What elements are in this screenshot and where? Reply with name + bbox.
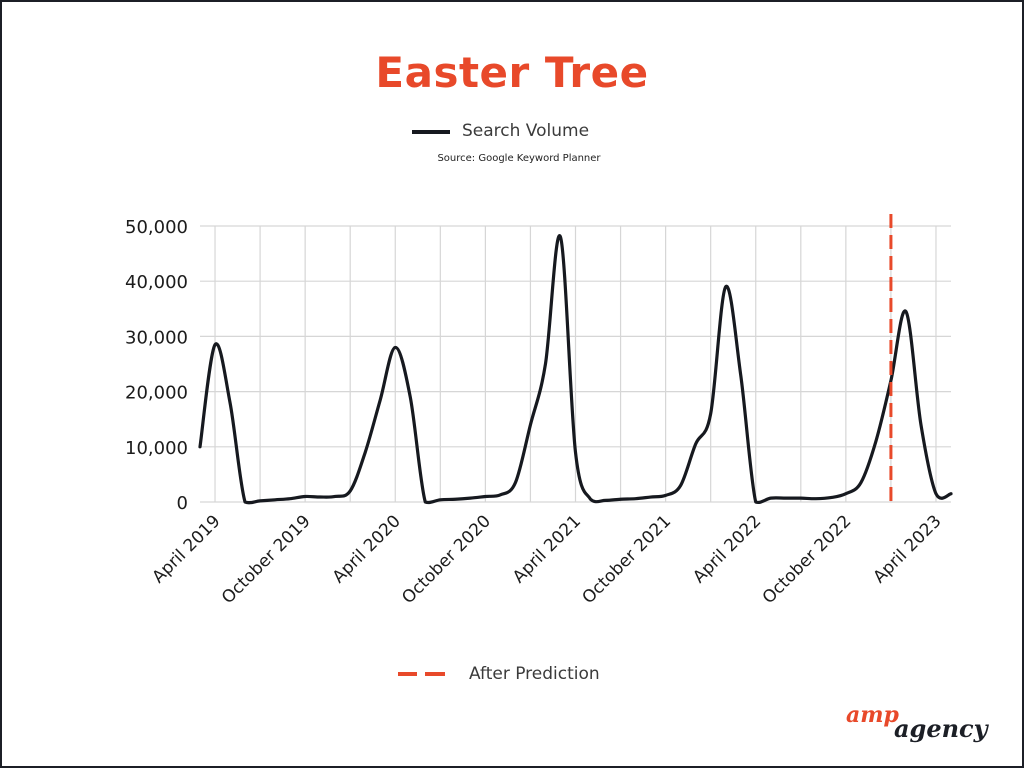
y-tick-label: 50,000: [125, 217, 188, 238]
x-tick-label: April 2023: [869, 511, 945, 587]
logo-agency-text: agency: [894, 714, 988, 743]
x-tick-label: October 2020: [398, 511, 495, 608]
legend-search-volume-label: Search Volume: [462, 121, 590, 141]
y-tick-label: 30,000: [125, 327, 188, 348]
legend-search-volume: Search Volume: [412, 121, 589, 141]
x-tick-label: April 2019: [149, 511, 225, 587]
y-tick-label: 10,000: [125, 438, 188, 459]
chart-subtitle: Source: Google Keyword Planner: [437, 153, 601, 164]
series-line-search-volume: [198, 234, 953, 505]
chart-title: Easter Tree: [375, 48, 649, 97]
amp-agency-logo: amp agency: [846, 702, 996, 746]
logo-amp-text: amp: [846, 702, 899, 728]
legend-dashed-swatch: [398, 672, 445, 676]
y-tick-label: 20,000: [125, 383, 188, 404]
legend-after-prediction: After Prediction: [398, 664, 600, 684]
x-tick-label: October 2019: [218, 511, 315, 608]
x-tick-label: October 2021: [578, 511, 675, 608]
x-tick-label: October 2022: [759, 511, 856, 608]
legend-after-prediction-label: After Prediction: [469, 664, 600, 684]
x-tick-label: April 2022: [689, 511, 765, 587]
legend-line-swatch: [412, 130, 450, 134]
x-tick-label: April 2021: [509, 511, 585, 587]
y-tick-label: 0: [177, 493, 188, 514]
y-tick-label: 40,000: [125, 272, 188, 293]
x-tick-label: April 2020: [329, 511, 405, 587]
